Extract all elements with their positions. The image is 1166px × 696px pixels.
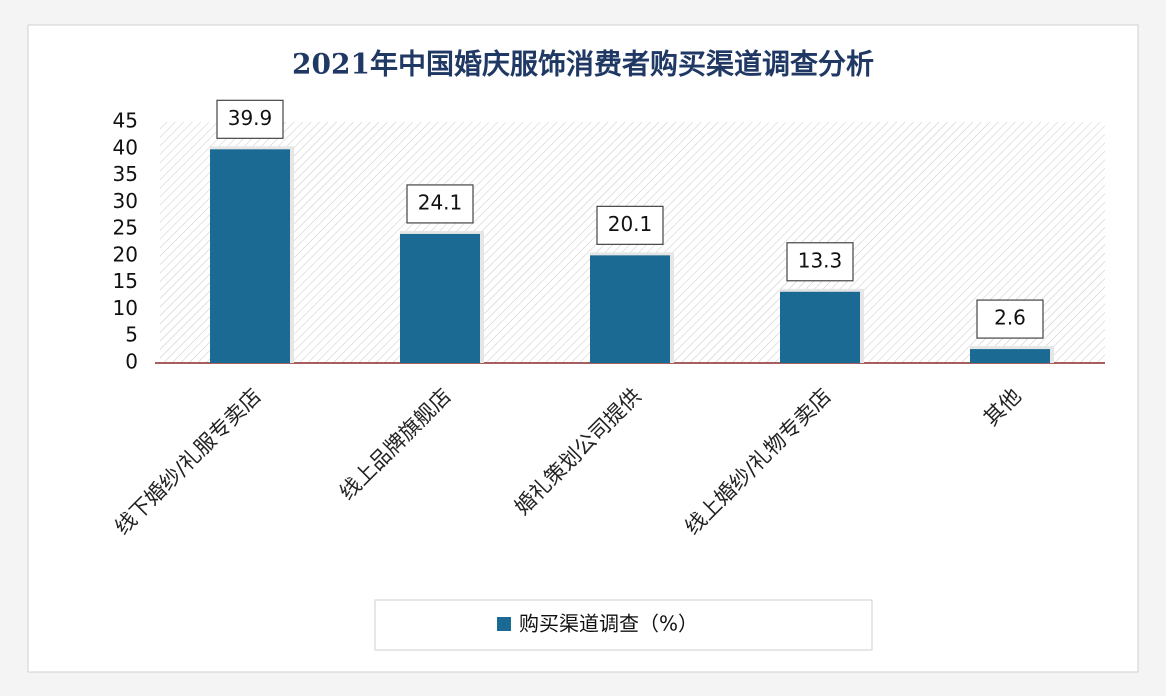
- value-label: 20.1: [608, 212, 653, 236]
- value-label-box: [216, 99, 284, 139]
- legend-swatch: [497, 617, 511, 631]
- value-label-box: [596, 205, 664, 245]
- value-label: 2.6: [994, 306, 1026, 330]
- legend-box: [374, 599, 873, 651]
- value-label-box: [976, 299, 1044, 339]
- bar: [780, 291, 860, 363]
- chart-title: 2021年中国婚庆服饰消费者购买渠道调查分析: [292, 48, 874, 81]
- y-tick-label: 25: [113, 216, 138, 240]
- y-tick-label: 30: [113, 189, 138, 213]
- bar: [970, 349, 1050, 363]
- value-label-box: [406, 184, 474, 224]
- value-label: 39.9: [228, 106, 273, 130]
- bar: [210, 149, 290, 363]
- bar: [590, 255, 670, 363]
- y-tick-label: 20: [113, 242, 138, 266]
- y-tick-label: 15: [113, 269, 138, 293]
- value-label: 24.1: [418, 190, 463, 214]
- y-tick-label: 35: [113, 162, 138, 186]
- y-tick-label: 0: [125, 350, 138, 374]
- y-tick-label: 45: [113, 109, 138, 133]
- y-tick-label: 10: [113, 296, 138, 320]
- y-tick-label: 40: [113, 135, 138, 159]
- value-label-box: [786, 242, 854, 282]
- bar: [400, 233, 480, 363]
- value-label: 13.3: [798, 248, 843, 272]
- legend-label: 购买渠道调查（%）: [519, 612, 698, 636]
- legend: 购买渠道调查（%）: [497, 612, 698, 636]
- y-tick-label: 5: [125, 323, 138, 347]
